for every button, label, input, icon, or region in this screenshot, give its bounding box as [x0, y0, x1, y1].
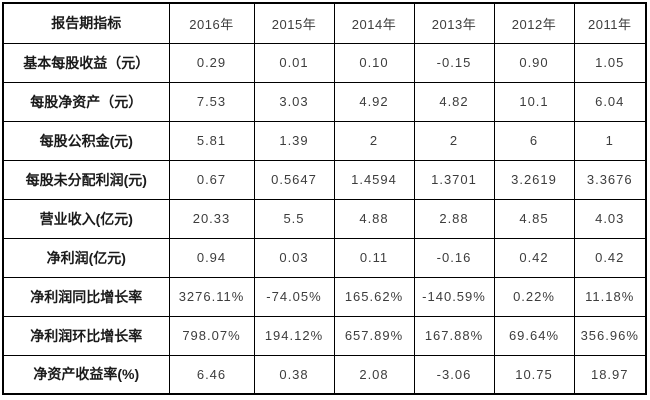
value-cell: 4.03	[573, 198, 647, 239]
header-metric-label: 报告期指标	[2, 2, 170, 44]
value-cell: 1.3701	[413, 159, 495, 200]
value-cell: 20.33	[168, 198, 255, 239]
value-cell: -0.16	[413, 237, 495, 278]
value-cell: 4.82	[413, 81, 495, 122]
value-cell: 2.88	[413, 198, 495, 239]
value-cell: 0.11	[333, 237, 415, 278]
value-cell: 10.75	[493, 354, 575, 395]
table-row-undistributed-profit: 每股未分配利润(元) 0.67 0.5647 1.4594 1.3701 3.2…	[2, 159, 647, 200]
table-row-eps: 基本每股收益（元） 0.29 0.01 0.10 -0.15 0.90 1.05	[2, 42, 647, 83]
header-year-2016: 2016年	[168, 2, 255, 44]
value-cell: 5.5	[253, 198, 335, 239]
value-cell: 1.39	[253, 120, 335, 161]
value-cell: 3.03	[253, 81, 335, 122]
row-label: 基本每股收益（元）	[2, 42, 170, 83]
value-cell: 4.88	[333, 198, 415, 239]
row-label: 每股公积金(元)	[2, 120, 170, 161]
value-cell: 69.64%	[493, 315, 575, 356]
header-year-2014: 2014年	[333, 2, 415, 44]
row-label: 每股未分配利润(元)	[2, 159, 170, 200]
value-cell: 657.89%	[333, 315, 415, 356]
value-cell: 0.38	[253, 354, 335, 395]
value-cell: 194.12%	[253, 315, 335, 356]
value-cell: 0.22%	[493, 276, 575, 317]
value-cell: 4.85	[493, 198, 575, 239]
value-cell: 11.18%	[573, 276, 647, 317]
value-cell: 167.88%	[413, 315, 495, 356]
table-row-navps: 每股净资产（元） 7.53 3.03 4.92 4.82 10.1 6.04	[2, 81, 647, 122]
value-cell: 0.10	[333, 42, 415, 83]
value-cell: 2	[413, 120, 495, 161]
value-cell: 798.07%	[168, 315, 255, 356]
value-cell: -0.15	[413, 42, 495, 83]
financial-indicators-table-container: 报告期指标 2016年 2015年 2014年 2013年 2012年 2011…	[2, 2, 647, 395]
value-cell: 6.46	[168, 354, 255, 395]
value-cell: 6	[493, 120, 575, 161]
value-cell: 3.2619	[493, 159, 575, 200]
header-year-2012: 2012年	[493, 2, 575, 44]
header-year-2013: 2013年	[413, 2, 495, 44]
table-row-revenue: 营业收入(亿元) 20.33 5.5 4.88 2.88 4.85 4.03	[2, 198, 647, 239]
value-cell: 1.4594	[333, 159, 415, 200]
table-row-roe: 净资产收益率(%) 6.46 0.38 2.08 -3.06 10.75 18.…	[2, 354, 647, 395]
value-cell: -3.06	[413, 354, 495, 395]
value-cell: 2.08	[333, 354, 415, 395]
header-year-2015: 2015年	[253, 2, 335, 44]
header-year-2011: 2011年	[573, 2, 647, 44]
value-cell: 0.5647	[253, 159, 335, 200]
financial-indicators-table: 报告期指标 2016年 2015年 2014年 2013年 2012年 2011…	[2, 2, 647, 395]
table-row-net-profit-yoy-growth: 净利润同比增长率 3276.11% -74.05% 165.62% -140.5…	[2, 276, 647, 317]
value-cell: 0.42	[493, 237, 575, 278]
value-cell: 4.92	[333, 81, 415, 122]
value-cell: 7.53	[168, 81, 255, 122]
value-cell: 6.04	[573, 81, 647, 122]
table-row-net-profit: 净利润(亿元) 0.94 0.03 0.11 -0.16 0.42 0.42	[2, 237, 647, 278]
value-cell: 18.97	[573, 354, 647, 395]
row-label: 净利润环比增长率	[2, 315, 170, 356]
value-cell: 0.01	[253, 42, 335, 83]
value-cell: 3276.11%	[168, 276, 255, 317]
row-label: 每股净资产（元）	[2, 81, 170, 122]
value-cell: 2	[333, 120, 415, 161]
value-cell: 0.03	[253, 237, 335, 278]
table-header-row: 报告期指标 2016年 2015年 2014年 2013年 2012年 2011…	[2, 2, 647, 44]
value-cell: 5.81	[168, 120, 255, 161]
value-cell: 3.3676	[573, 159, 647, 200]
table-row-net-profit-qoq-growth: 净利润环比增长率 798.07% 194.12% 657.89% 167.88%…	[2, 315, 647, 356]
value-cell: 1	[573, 120, 647, 161]
value-cell: -140.59%	[413, 276, 495, 317]
value-cell: 0.90	[493, 42, 575, 83]
row-label: 营业收入(亿元)	[2, 198, 170, 239]
value-cell: 165.62%	[333, 276, 415, 317]
value-cell: 0.94	[168, 237, 255, 278]
value-cell: 10.1	[493, 81, 575, 122]
value-cell: 0.29	[168, 42, 255, 83]
value-cell: 0.67	[168, 159, 255, 200]
value-cell: 356.96%	[573, 315, 647, 356]
row-label: 净资产收益率(%)	[2, 354, 170, 395]
row-label: 净利润同比增长率	[2, 276, 170, 317]
value-cell: 1.05	[573, 42, 647, 83]
row-label: 净利润(亿元)	[2, 237, 170, 278]
table-row-capital-reserve: 每股公积金(元) 5.81 1.39 2 2 6 1	[2, 120, 647, 161]
value-cell: -74.05%	[253, 276, 335, 317]
value-cell: 0.42	[573, 237, 647, 278]
